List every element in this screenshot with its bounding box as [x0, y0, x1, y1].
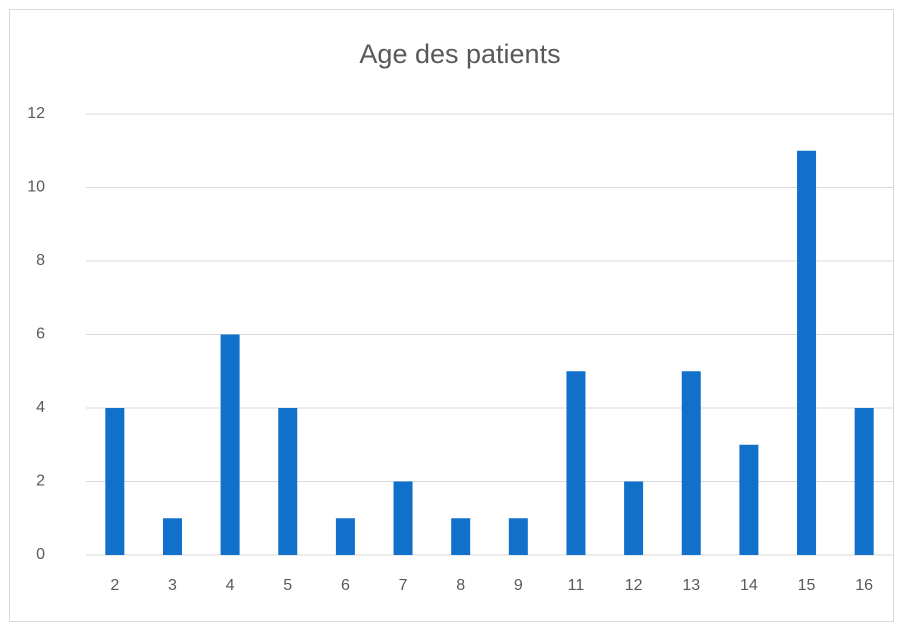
y-tick-label: 0: [36, 546, 45, 563]
bar: [739, 444, 759, 555]
bar: [508, 518, 528, 555]
bar: [681, 371, 701, 555]
bar: [162, 518, 182, 555]
bar: [278, 408, 298, 555]
x-tick-label: 4: [226, 577, 235, 594]
y-tick-label: 12: [27, 105, 45, 122]
y-tick-label: 8: [36, 252, 45, 269]
x-tick-label: 2: [110, 577, 119, 594]
bar: [220, 334, 240, 555]
bar: [797, 150, 817, 555]
bar: [335, 518, 355, 555]
bar: [566, 371, 586, 555]
bar: [624, 481, 644, 555]
y-tick-label: 6: [36, 326, 45, 343]
chart-title: Age des patients: [359, 39, 560, 69]
x-tick-label: 3: [168, 577, 177, 594]
y-tick-label: 10: [27, 179, 45, 196]
x-tick-label: 16: [855, 577, 873, 594]
x-tick-label: 9: [514, 577, 523, 594]
bar: [451, 518, 471, 555]
x-tick-label: 12: [625, 577, 643, 594]
y-tick-label: 2: [36, 473, 45, 490]
x-tick-label: 11: [568, 577, 585, 594]
y-tick-label: 4: [36, 399, 45, 416]
x-tick-label: 15: [798, 577, 816, 594]
x-tick-label: 7: [399, 577, 408, 594]
x-tick-label: 13: [682, 577, 700, 594]
bar: [854, 408, 874, 555]
x-tick-label: 5: [283, 577, 292, 594]
bar: [105, 408, 125, 555]
x-tick-label: 8: [456, 577, 465, 594]
x-tick-label: 14: [740, 577, 758, 594]
x-tick-label: 6: [341, 577, 350, 594]
bar: [393, 481, 413, 555]
